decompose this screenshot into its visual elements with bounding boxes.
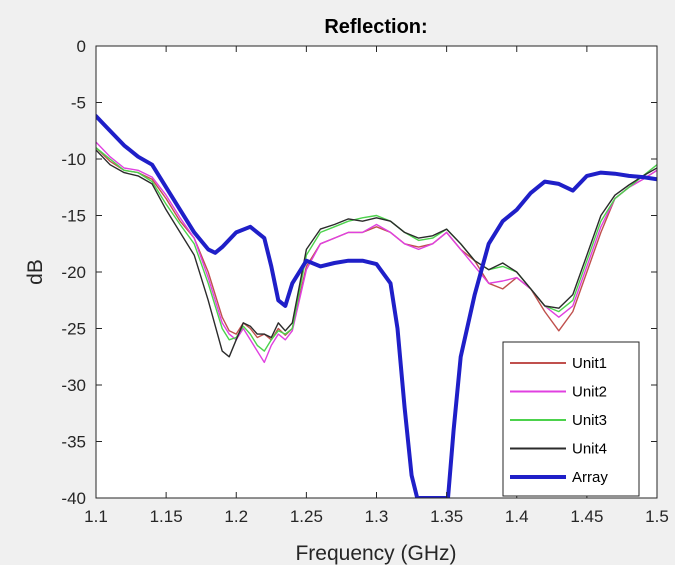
- x-tick-label: 1.45: [570, 507, 603, 526]
- y-tick-label: -35: [61, 433, 86, 452]
- y-tick-label: 0: [77, 37, 86, 56]
- y-tick-label: -10: [61, 150, 86, 169]
- x-axis-title: Frequency (GHz): [295, 542, 456, 565]
- y-axis-title: dB: [24, 259, 47, 285]
- series-line-unit4: [96, 149, 657, 358]
- series-line-unit2: [96, 141, 657, 364]
- legend-label-unit4: Unit4: [572, 441, 607, 458]
- x-tick-label: 1.35: [430, 507, 463, 526]
- y-tick-label: -20: [61, 263, 86, 282]
- series-line-array: [96, 114, 657, 498]
- y-tick-label: -30: [61, 376, 86, 395]
- x-axis: 1.1 1.15 1.2 1.25 1.3 1.35 1.4 1.45 1.5: [84, 46, 669, 526]
- legend-label-unit3: Unit3: [572, 412, 607, 429]
- x-tick-label: 1.5: [645, 507, 669, 526]
- x-tick-label: 1.15: [150, 507, 183, 526]
- x-tick-label: 1.2: [224, 507, 248, 526]
- legend: Unit1 Unit2 Unit3 Unit4 Array: [502, 341, 640, 497]
- x-tick-label: 1.25: [290, 507, 323, 526]
- legend-label-unit2: Unit2: [572, 384, 607, 401]
- chart-title: Reflection:: [324, 16, 427, 38]
- y-tick-label: -5: [71, 94, 86, 113]
- y-axis: 0 -5 -10 -15 -20 -25 -30 -35 -40: [61, 37, 657, 508]
- x-tick-label: 1.3: [365, 507, 389, 526]
- x-tick-label: 1.4: [505, 507, 529, 526]
- legend-label-array: Array: [572, 469, 608, 486]
- legend-label-unit1: Unit1: [572, 355, 607, 372]
- y-tick-label: -25: [61, 320, 86, 339]
- y-tick-label: -15: [61, 207, 86, 226]
- series-line-unit3: [96, 147, 657, 352]
- series-layer: [96, 114, 657, 498]
- x-tick-label: 1.1: [84, 507, 108, 526]
- y-tick-label: -40: [61, 489, 86, 508]
